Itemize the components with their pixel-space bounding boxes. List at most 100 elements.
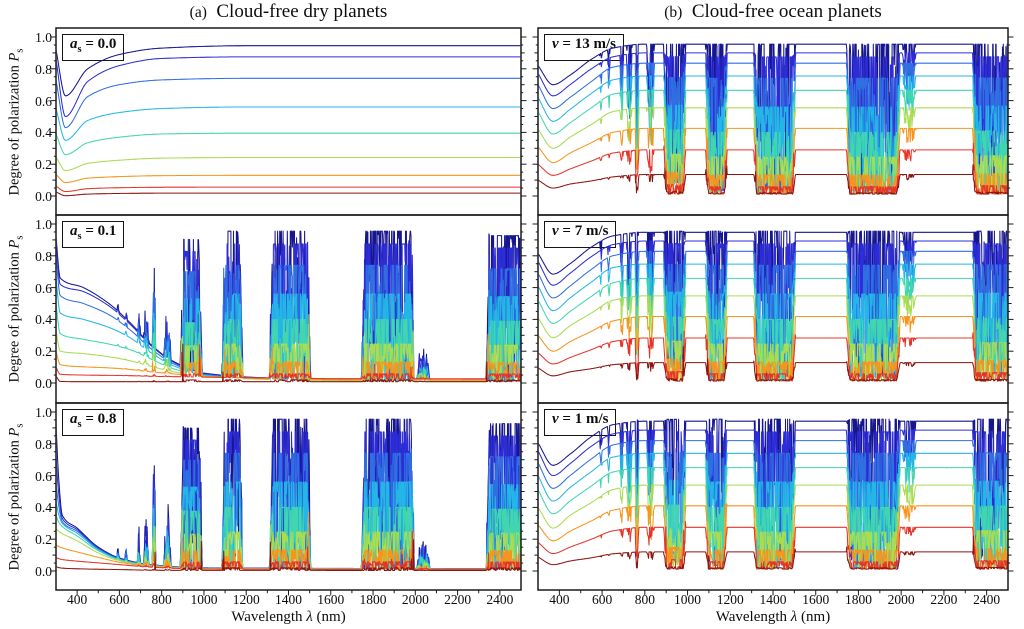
y-tick-label: 0.6 — [35, 468, 52, 484]
spectrum-curve-2 — [56, 77, 521, 129]
x-tick-label: 1000 — [190, 592, 218, 607]
panel-plot-dry-as-0.8 — [50, 402, 527, 596]
panel-tag-as-0.0: as = 0.0 — [62, 34, 125, 61]
panel-border — [55, 402, 522, 591]
column-b-index: (b) — [664, 4, 683, 21]
y-tick-label: 0.2 — [35, 344, 52, 360]
spectrum-curve-7 — [538, 142, 1008, 195]
panel-tag-subscript: s — [77, 44, 82, 55]
spectrum-curve-5 — [538, 293, 1008, 382]
spectrum-curve-7 — [56, 344, 521, 380]
x-tick-label: 1200 — [716, 592, 744, 607]
y-axis-label-subscript: s — [13, 235, 25, 240]
spectrum-curve-7 — [56, 531, 521, 571]
y-tick-label: 0.0 — [35, 189, 52, 204]
spectrum-curve-6 — [538, 503, 1008, 570]
x-tick-label: 1200 — [232, 592, 260, 607]
spectrum-curve-5 — [538, 484, 1008, 570]
x-axis-label-text: Wavelength — [231, 609, 307, 625]
x-axis-label-units: (nm) — [797, 609, 831, 625]
panel-tag-value: = 1 m/s — [558, 411, 609, 427]
spectrum-curve-6 — [538, 312, 1008, 382]
y-tick-label: 1.0 — [35, 217, 52, 232]
spectrum-curve-7 — [56, 185, 521, 193]
spectrum-curve-0 — [538, 418, 1008, 567]
panel-tag-as-0.8: as = 0.8 — [62, 409, 125, 436]
spectrum-curve-8 — [538, 164, 1008, 195]
x-axis-label: Wavelength λ (nm) — [189, 609, 389, 626]
y-tick-label: 0.8 — [35, 248, 52, 264]
panel-dry-as-0.1: as = 0.1 — [48, 214, 529, 417]
x-axis-label-text: Wavelength — [715, 609, 791, 625]
spectrum-curve-7 — [538, 330, 1008, 382]
y-tick-label: 0.4 — [35, 125, 52, 141]
spectrum-curve-6 — [56, 174, 521, 184]
x-tick-label: 600 — [591, 592, 613, 607]
y-axis-label-symbol: P — [6, 427, 22, 436]
column-a-title: (a) Cloud-free dry planets — [56, 1, 521, 23]
x-tick-label: 2400 — [973, 592, 1001, 607]
spectrum-curve-3 — [538, 263, 1008, 381]
panel-tag-symbol: a — [70, 36, 78, 52]
x-tick-label: 1400 — [275, 592, 302, 607]
panel-tag-v-1: v = 1 m/s — [544, 409, 617, 436]
spectrum-curve-8 — [56, 539, 521, 572]
y-tick-label: 0.2 — [35, 532, 52, 548]
panel-tag-value: = 13 m/s — [558, 36, 616, 52]
spectrum-curve-8 — [538, 346, 1008, 382]
column-a-index: (a) — [189, 4, 207, 21]
x-tick-label: 800 — [151, 592, 172, 607]
panel-tag-value: = 0.0 — [81, 36, 117, 52]
column-a-title-text: Cloud-free dry planets — [216, 1, 388, 22]
y-axis-label-subscript: s — [13, 423, 25, 428]
x-tick-label: 1000 — [674, 592, 702, 607]
spectrum-curve-4 — [56, 132, 521, 156]
panel-tag-symbol: a — [70, 223, 78, 239]
x-tick-label: 1600 — [802, 592, 830, 607]
y-tick-label: 0.0 — [35, 376, 52, 391]
column-b-title: (b) Cloud-free ocean planets — [538, 1, 1008, 23]
spectrum-curve-1 — [56, 56, 521, 118]
x-tick-label: 2000 — [887, 592, 915, 607]
panel-tag-symbol: a — [70, 411, 78, 427]
x-tick-label: 1800 — [844, 592, 872, 607]
x-tick-label: 800 — [634, 592, 655, 607]
y-axis-label: Degree of polarization Ps — [6, 403, 26, 590]
x-tick-label: 2200 — [444, 592, 472, 607]
x-tick-label: 1400 — [759, 592, 787, 607]
y-tick-label: 0.8 — [35, 61, 52, 77]
y-tick-label: 1.0 — [35, 405, 52, 420]
x-tick-label: 1600 — [317, 592, 345, 607]
x-tick-label: 2000 — [401, 592, 429, 607]
spectrum-curve-1 — [538, 52, 1008, 193]
y-tick-label: 0.6 — [35, 280, 52, 296]
y-tick-label: 1.0 — [35, 30, 52, 45]
panel-tag-symbol: v — [552, 411, 559, 427]
panel-tag-subscript: s — [77, 419, 82, 430]
y-tick-label: 0.0 — [35, 564, 52, 579]
x-axis-label-units: (nm) — [312, 609, 346, 625]
panel-tag-value: = 7 m/s — [558, 223, 609, 239]
spectrum-curve-5 — [538, 106, 1008, 195]
spectrum-curve-0 — [56, 45, 521, 97]
spectrum-curve-3 — [538, 75, 1008, 194]
x-tick-label: 400 — [67, 592, 88, 607]
x-tick-label: 1800 — [359, 592, 387, 607]
y-tick-label: 0.4 — [35, 312, 52, 328]
spectrum-curve-8 — [56, 343, 521, 383]
panel-tag-v-7: v = 7 m/s — [544, 221, 617, 248]
y-tick-label: 0.2 — [35, 157, 52, 173]
y-axis-label-subscript: s — [13, 48, 25, 53]
panel-plot-ocean-v-1 — [532, 402, 1014, 596]
panel-plot-ocean-v-7 — [532, 214, 1014, 404]
x-tick-label: 2400 — [486, 592, 514, 607]
panel-plot-dry-as-0.0 — [50, 27, 527, 216]
panel-tag-value: = 0.1 — [81, 223, 117, 239]
panel-tag-symbol: v — [552, 223, 559, 239]
panel-border — [537, 402, 1009, 591]
spectrum-curve-8 — [538, 535, 1008, 570]
panel-dry-as-0.0: as = 0.0 — [48, 27, 529, 229]
panel-plot-ocean-v-13 — [532, 27, 1014, 216]
panel-tag-v-13: v = 13 m/s — [544, 34, 624, 61]
panel-tag-value: = 0.8 — [81, 411, 117, 427]
